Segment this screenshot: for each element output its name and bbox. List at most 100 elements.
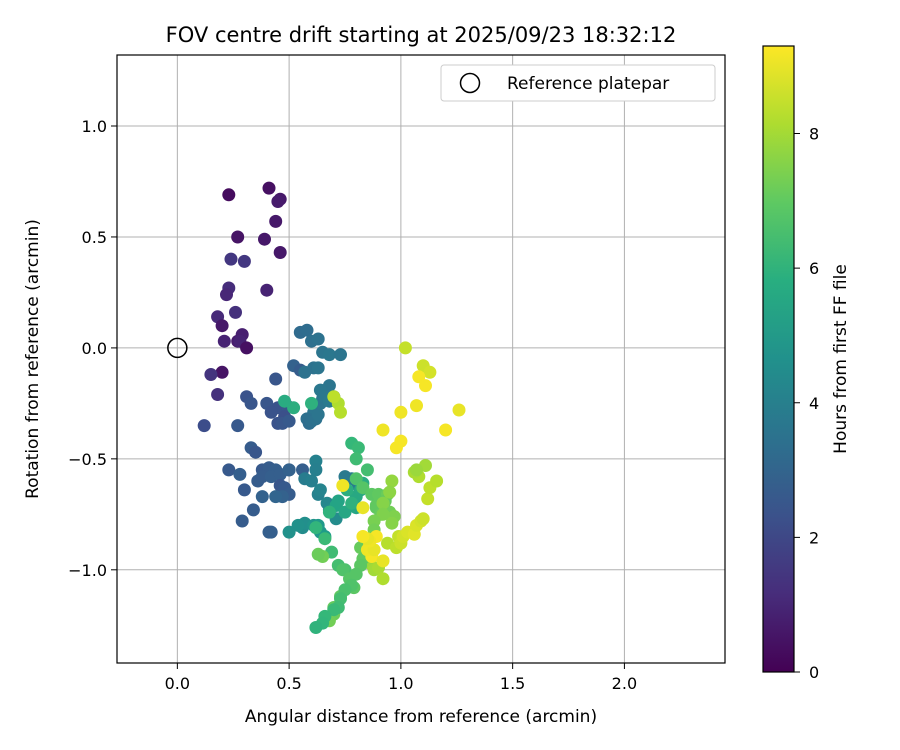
data-point — [278, 394, 292, 408]
data-point — [222, 188, 236, 202]
colorbar-label: Hours from first FF file — [831, 264, 851, 454]
x-tick-label: 1.0 — [388, 674, 413, 693]
data-point — [410, 463, 423, 477]
data-point — [237, 254, 251, 268]
data-point — [398, 341, 412, 355]
y-tick-label: 1.0 — [82, 117, 107, 136]
legend: Reference platepar — [440, 64, 716, 102]
data-point — [229, 305, 242, 319]
data-point — [269, 490, 283, 504]
y-tick-label: −0.5 — [68, 450, 107, 469]
colorbar-tick-label: 2 — [809, 528, 819, 547]
data-point — [273, 246, 287, 259]
x-tick-label: 0.0 — [165, 674, 190, 693]
data-point — [322, 348, 336, 362]
data-point — [311, 332, 325, 346]
data-point — [338, 505, 352, 519]
data-point — [367, 514, 381, 528]
data-point — [282, 463, 296, 477]
data-point — [215, 319, 229, 333]
data-point — [318, 532, 332, 546]
data-point — [423, 365, 437, 379]
data-point — [385, 516, 399, 530]
data-point — [215, 365, 229, 379]
data-point — [311, 361, 325, 375]
data-point — [244, 396, 258, 410]
data-point — [271, 195, 285, 208]
data-point — [291, 518, 305, 532]
x-axis-ticks: 0.0 0.5 1.0 1.5 2.0 — [165, 663, 637, 693]
data-point — [394, 405, 408, 419]
data-point — [421, 492, 435, 506]
data-point — [430, 474, 444, 488]
data-point — [376, 423, 390, 437]
data-point — [282, 414, 296, 428]
data-point — [322, 505, 336, 519]
legend-label: Reference platepar — [507, 74, 669, 94]
data-point — [345, 496, 359, 510]
data-point — [410, 399, 423, 413]
data-point — [222, 463, 236, 477]
y-axis-ticks: −1.0 −0.5 0.0 0.5 1.0 — [68, 117, 117, 580]
data-point — [204, 368, 218, 381]
data-point — [452, 403, 466, 417]
data-point — [349, 567, 363, 581]
data-point — [389, 441, 403, 455]
data-point — [237, 483, 251, 497]
data-point — [300, 323, 314, 337]
data-point — [269, 372, 283, 386]
data-point — [249, 445, 263, 459]
data-point — [383, 485, 397, 499]
data-point — [336, 563, 350, 577]
data-point — [246, 503, 260, 517]
data-point — [197, 419, 211, 433]
data-point — [260, 283, 274, 297]
y-tick-label: 0.5 — [82, 228, 107, 247]
data-point — [217, 334, 231, 348]
data-point — [235, 514, 249, 528]
colorbar-tick-label: 4 — [809, 394, 819, 413]
colorbar-tick-label: 8 — [809, 125, 819, 144]
data-point — [255, 490, 269, 504]
data-point — [309, 521, 323, 535]
data-point — [416, 512, 430, 526]
data-point — [282, 525, 296, 539]
x-axis-label: Angular distance from reference (arcmin) — [245, 707, 597, 727]
y-tick-label: 0.0 — [82, 339, 107, 358]
data-point — [287, 401, 301, 415]
y-axis-label: Rotation from reference (arcmin) — [23, 219, 43, 499]
data-point — [334, 405, 347, 419]
data-point — [327, 390, 341, 404]
plot-frame — [116, 54, 726, 664]
data-point — [309, 621, 323, 634]
data-point — [233, 467, 247, 481]
data-point — [231, 419, 245, 433]
plot-area — [117, 55, 725, 663]
data-point — [412, 370, 426, 384]
x-tick-label: 2.0 — [612, 674, 637, 693]
data-point — [351, 441, 365, 455]
grid — [117, 55, 725, 663]
data-point — [356, 530, 370, 543]
data-point — [311, 547, 325, 561]
chart-title: FOV centre drift starting at 2025/09/23 … — [166, 23, 677, 47]
data-point — [240, 341, 254, 355]
data-point — [231, 230, 245, 244]
data-point — [356, 481, 370, 495]
x-tick-label: 0.5 — [276, 674, 301, 693]
data-point — [264, 525, 278, 539]
data-point — [336, 479, 350, 492]
data-point — [305, 396, 318, 410]
legend-box — [440, 64, 716, 102]
data-point — [313, 483, 327, 497]
x-tick-label: 1.5 — [500, 674, 525, 693]
data-point — [211, 388, 225, 401]
data-point — [224, 252, 238, 266]
colorbar — [762, 45, 795, 673]
data-point — [385, 474, 399, 488]
data-point — [419, 379, 432, 393]
colorbar-tick-label: 0 — [809, 663, 819, 682]
data-point — [262, 181, 276, 195]
data-point — [360, 463, 374, 477]
